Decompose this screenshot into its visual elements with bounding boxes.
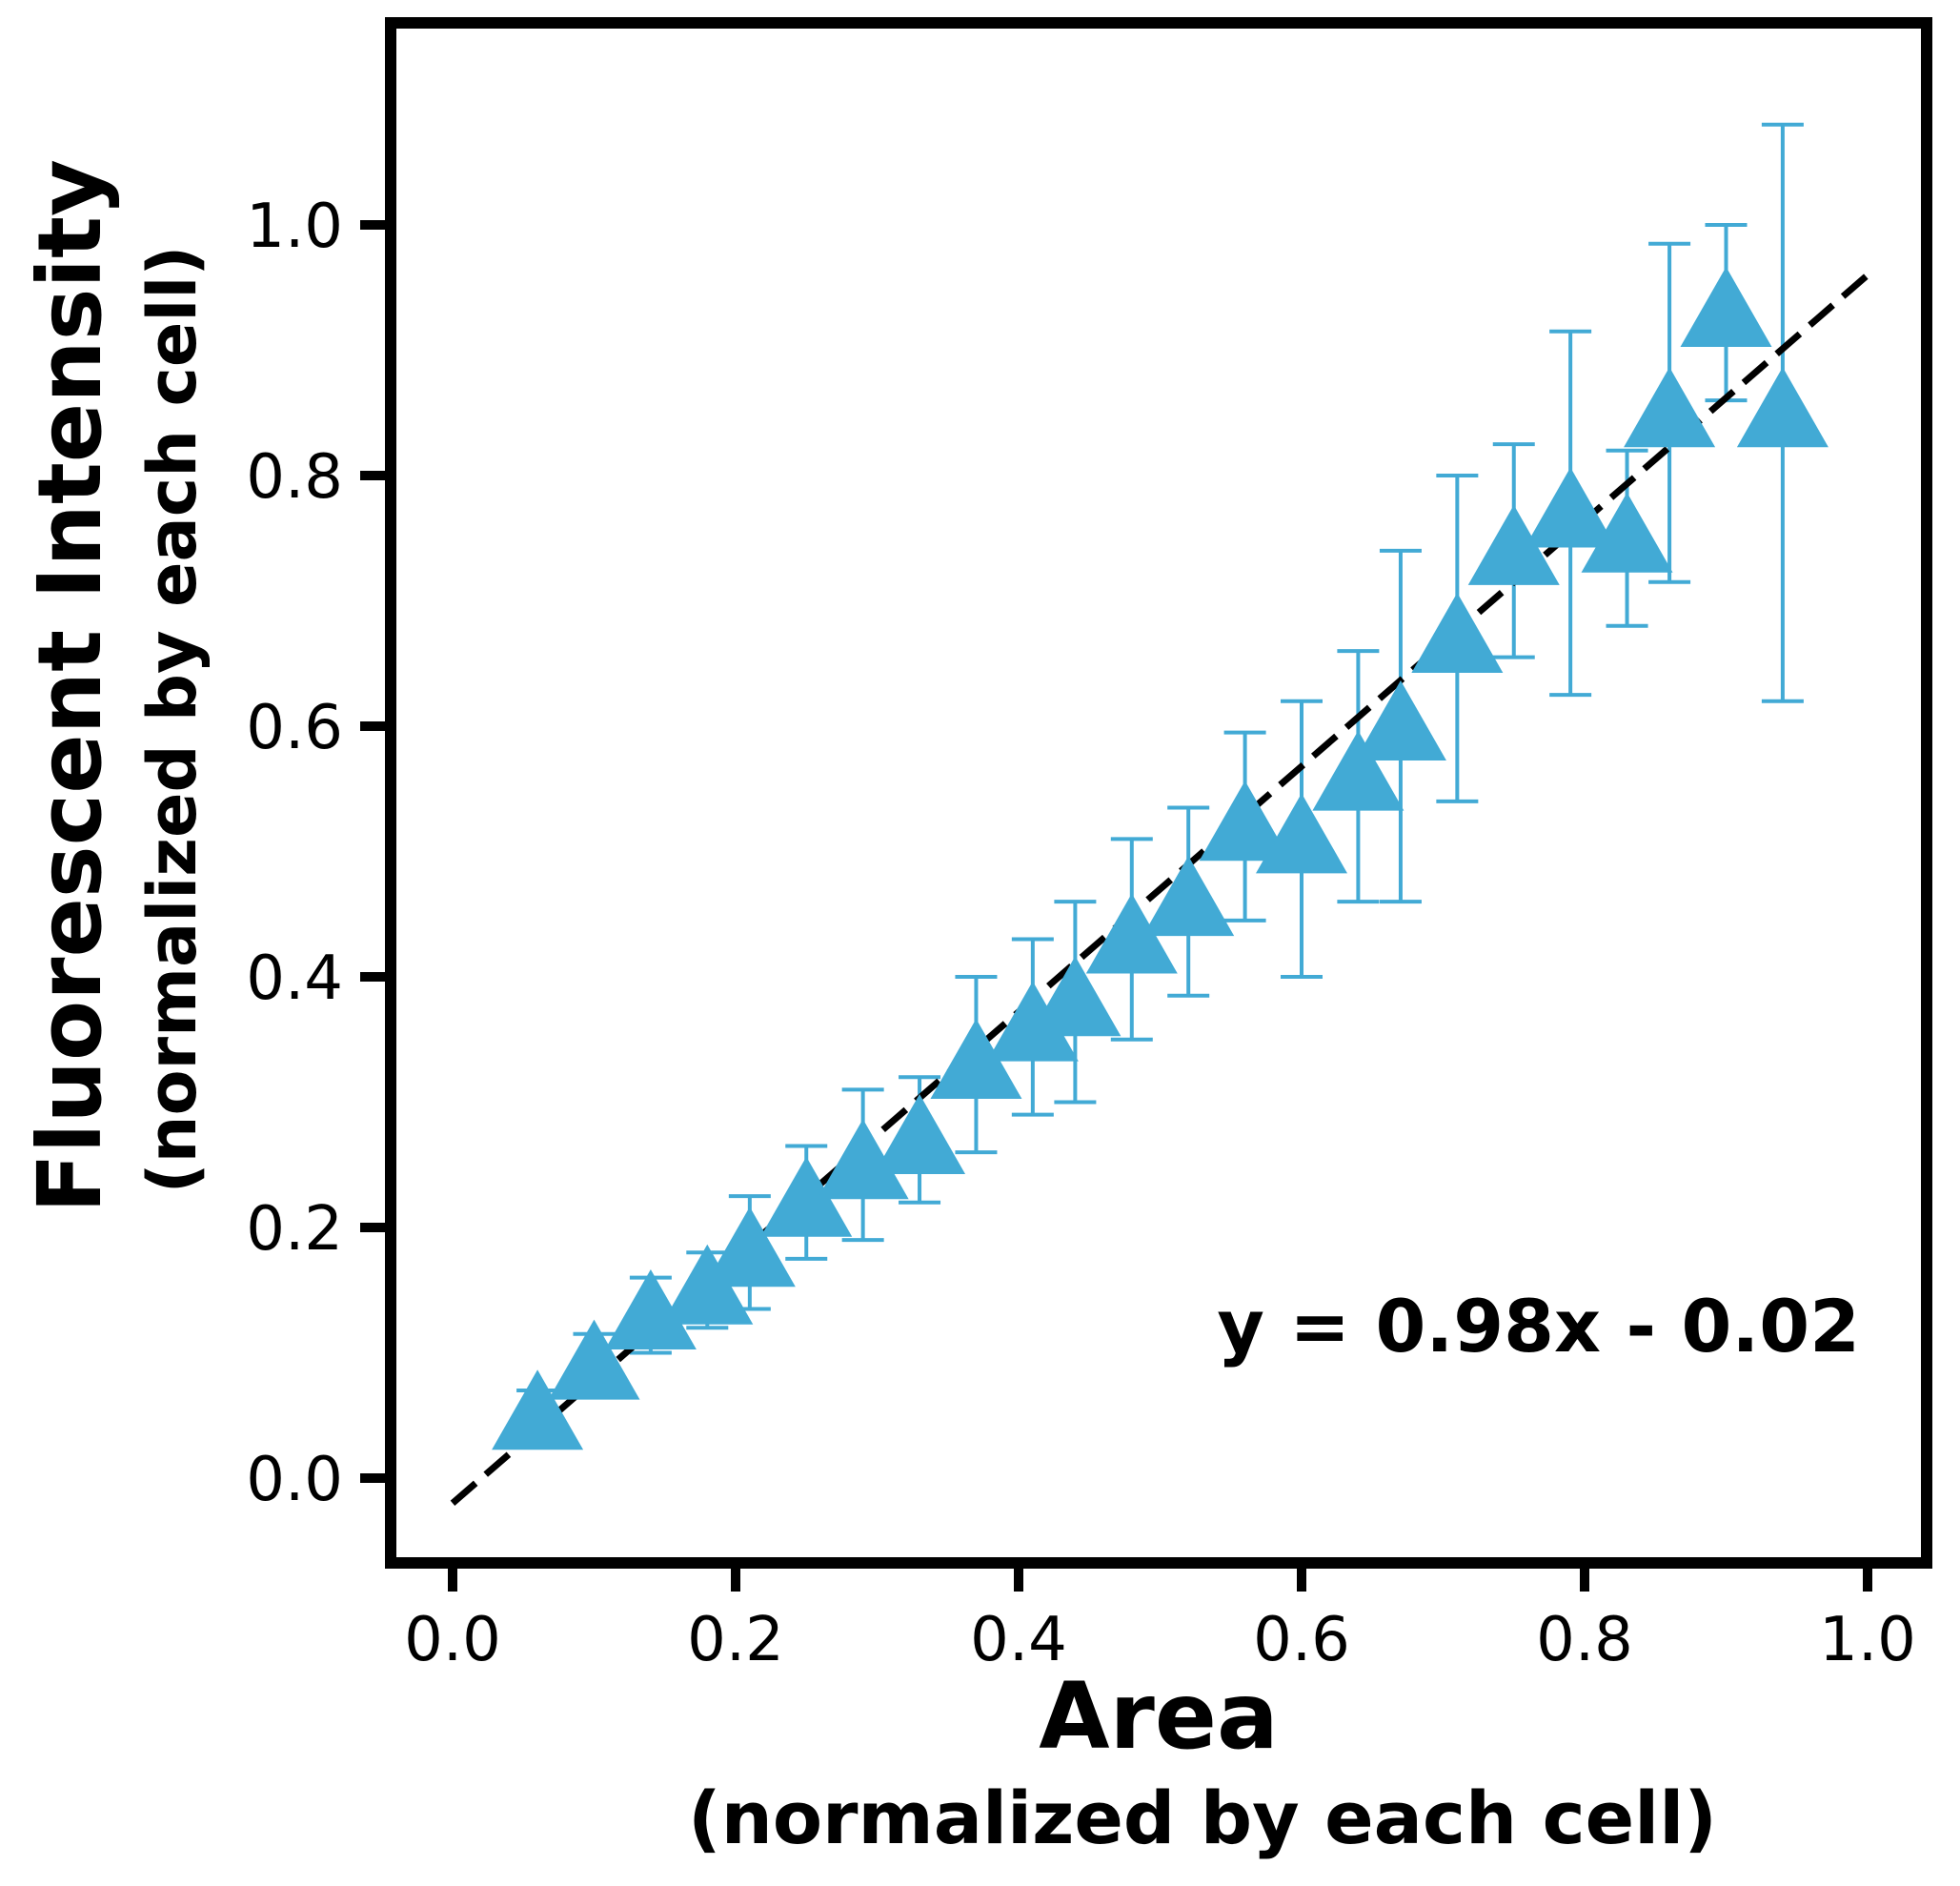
data-point-2 xyxy=(604,1269,697,1350)
y-tick-label-4: 0.8 xyxy=(246,442,343,513)
y-tick-label-1: 0.2 xyxy=(246,1194,343,1265)
plot-frame xyxy=(385,17,1932,1569)
data-point-23 xyxy=(1736,367,1829,448)
x-tick-label-2: 0.4 xyxy=(970,1605,1067,1675)
data-point-8 xyxy=(930,1019,1022,1100)
data-point-9 xyxy=(986,981,1079,1062)
data-point-12 xyxy=(1142,856,1235,937)
data-point-0 xyxy=(492,1369,584,1450)
data-point-18 xyxy=(1467,504,1560,585)
error-bars xyxy=(516,122,1804,1443)
data-point-15 xyxy=(1312,730,1404,811)
x-axis-ticks: 0.0 0.2 0.4 0.6 0.8 1.0 xyxy=(404,1569,1916,1675)
x-tick-label-0: 0.0 xyxy=(404,1605,501,1675)
y-axis-ticks: 0.0 0.2 0.4 0.6 0.8 1.0 xyxy=(246,192,385,1515)
data-point-22 xyxy=(1680,267,1772,348)
x-axis-subtitle: (normalized by each cell) xyxy=(688,1775,1717,1860)
y-tick-label-0: 0.0 xyxy=(246,1445,343,1515)
data-point-10 xyxy=(1029,956,1121,1037)
x-tick-label-5: 1.0 xyxy=(1819,1605,1916,1675)
x-tick-label-4: 0.8 xyxy=(1536,1605,1633,1675)
x-axis-title: Area xyxy=(1039,1663,1279,1770)
data-point-11 xyxy=(1085,893,1178,974)
data-point-5 xyxy=(760,1156,853,1237)
data-point-16 xyxy=(1354,680,1446,760)
y-axis-title: Fluorescent Intensity xyxy=(19,159,121,1213)
x-tick-label-1: 0.2 xyxy=(687,1605,784,1675)
data-point-7 xyxy=(874,1093,966,1174)
data-point-4 xyxy=(703,1207,796,1288)
data-point-19 xyxy=(1525,467,1617,548)
fit-equation: y = 0.98x - 0.02 xyxy=(1217,1284,1860,1369)
data-point-6 xyxy=(817,1119,909,1200)
x-tick-label-3: 0.6 xyxy=(1253,1605,1350,1675)
y-tick-label-5: 1.0 xyxy=(246,192,343,262)
y-axis-subtitle: (normalized by each cell) xyxy=(133,246,212,1194)
data-point-13 xyxy=(1199,781,1291,862)
data-point-14 xyxy=(1256,793,1347,874)
data-point-17 xyxy=(1411,592,1504,673)
y-tick-label-2: 0.4 xyxy=(246,943,343,1014)
y-tick-label-3: 0.6 xyxy=(246,693,343,763)
data-point-20 xyxy=(1581,492,1673,573)
data-point-21 xyxy=(1624,367,1716,448)
data-point-1 xyxy=(548,1319,640,1400)
data-markers xyxy=(492,267,1829,1450)
